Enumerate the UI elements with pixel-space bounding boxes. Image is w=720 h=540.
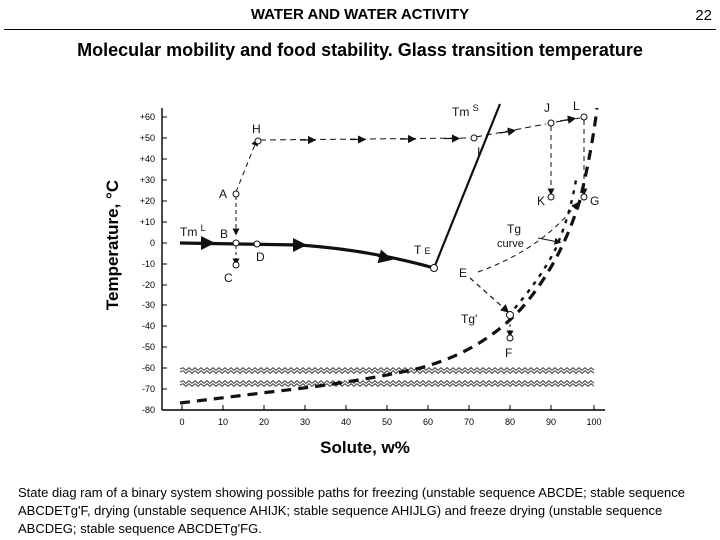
y-tick-label: +10	[140, 217, 155, 227]
label-h: H	[252, 122, 261, 136]
header-title: WATER AND WATER ACTIVITY	[250, 6, 470, 23]
point-g	[580, 193, 588, 201]
x-tick-label: 0	[179, 417, 184, 427]
point-i	[470, 134, 478, 142]
label-tg-prime: Tg'	[461, 312, 477, 326]
y-tick-label: -80	[142, 405, 155, 415]
point-l	[580, 113, 588, 121]
label-j: J	[544, 101, 550, 115]
y-tick-marks	[162, 116, 167, 411]
label-k: K	[537, 194, 545, 208]
x-tick-label: 100	[586, 417, 601, 427]
y-axis-title: Temperature, °C	[103, 180, 122, 310]
label-te: T E	[414, 243, 430, 257]
page-number: 22	[695, 7, 712, 24]
y-tick-label: 0	[150, 238, 155, 248]
wavy-line-upper-2	[179, 370, 595, 374]
point-f	[506, 334, 514, 342]
drying-path-hi	[259, 137, 469, 141]
x-tick-label: 40	[341, 417, 351, 427]
x-tick-label: 90	[546, 417, 556, 427]
label-tm-l-main: Tm	[180, 225, 197, 239]
point-c	[232, 261, 240, 269]
y-tick-label: -20	[142, 280, 155, 290]
solubility-curve	[432, 103, 502, 269]
y-tick-label: +50	[140, 133, 155, 143]
point-j	[547, 119, 555, 127]
label-tm-l: Tm L	[180, 223, 206, 239]
drying-path-ij	[475, 123, 547, 138]
label-te-sub: E	[424, 246, 430, 256]
point-d	[253, 240, 261, 248]
point-tg-prime	[506, 311, 514, 319]
label-i: I	[477, 145, 480, 159]
y-tick-label: +20	[140, 196, 155, 206]
x-tick-label: 30	[300, 417, 310, 427]
glass-transition-curve-upper	[507, 179, 578, 317]
wavy-line-upper	[179, 367, 595, 371]
wavy-line-lower-2	[179, 383, 595, 387]
path-e-g	[477, 202, 579, 273]
y-tick-label: +30	[140, 175, 155, 185]
label-d: D	[256, 250, 265, 264]
x-tick-marks	[181, 405, 595, 410]
point-k	[547, 193, 555, 201]
label-tm-s-main: Tm	[452, 105, 469, 119]
y-tick-label: +40	[140, 154, 155, 164]
y-tick-label: -60	[142, 363, 155, 373]
figure-caption: State diag ram of a binary system showin…	[18, 485, 685, 536]
label-tg-curve-1: Tg	[507, 222, 521, 236]
header-divider	[4, 29, 716, 30]
x-tick-label: 70	[464, 417, 474, 427]
x-tick-label: 50	[382, 417, 392, 427]
label-c: C	[224, 271, 233, 285]
label-tm-s-sup: S	[473, 103, 479, 113]
path-a-h	[235, 138, 258, 193]
point-h	[254, 137, 262, 145]
drying-arrow	[559, 115, 577, 124]
label-tm-s: Tm S	[452, 103, 479, 119]
freezing-curve-arrow	[377, 249, 393, 264]
freezing-curve	[179, 241, 435, 270]
label-f: F	[505, 346, 512, 360]
label-te-main: T	[414, 243, 422, 257]
x-tick-label: 20	[259, 417, 269, 427]
label-l: L	[573, 99, 580, 113]
point-a	[232, 190, 240, 198]
point-b	[232, 239, 240, 247]
label-tg-curve-2: curve	[497, 238, 524, 250]
label-tm-l-sup: L	[201, 223, 206, 233]
y-tick-label: -50	[142, 342, 155, 352]
y-tick-label: -40	[142, 321, 155, 331]
x-axis-title: Solute, w%	[320, 438, 410, 457]
x-tick-label: 60	[423, 417, 433, 427]
x-tick-label: 10	[218, 417, 228, 427]
y-tick-label: -70	[142, 384, 155, 394]
label-e: E	[459, 266, 467, 280]
point-te	[430, 264, 438, 272]
y-tick-label: -30	[142, 300, 155, 310]
label-a: A	[219, 187, 227, 201]
label-g: G	[590, 194, 599, 208]
drying-arrow	[499, 127, 517, 136]
y-tick-label: -10	[142, 259, 155, 269]
x-tick-label: 80	[505, 417, 515, 427]
slide-title: Molecular mobility and food stability. G…	[77, 40, 643, 60]
path-e-tgprime	[469, 277, 510, 313]
wavy-line-lower	[179, 380, 595, 384]
tg-curve-pointer	[537, 237, 562, 245]
label-b: B	[220, 227, 228, 241]
y-tick-label: +60	[140, 112, 155, 122]
